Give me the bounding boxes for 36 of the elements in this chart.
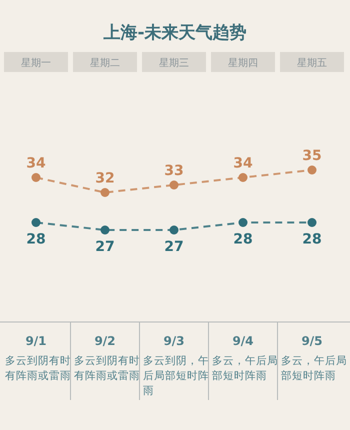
point [32,218,40,227]
point [32,173,40,182]
text: 多云到阴，午后局部短时阵雨 [143,355,209,397]
text: 星期四 [228,57,258,69]
data-label: 34 [233,156,253,172]
point [170,226,178,234]
data-label: 28 [233,232,253,248]
data-label: 34 [26,156,46,172]
point [238,173,248,182]
chart-title: 上海-未来天气趋势 [102,23,247,43]
point [100,226,110,234]
data-label: 35 [302,148,322,164]
text: 多云，午后局部短时阵雨 [212,354,278,382]
point [238,218,248,227]
x-tick-label: 9/2 [94,334,116,348]
data-label: 33 [164,163,184,179]
text: 多云，午后局部短时阵雨 [281,354,347,382]
point [100,188,110,197]
text: 多云到阴有时有阵雨或雷雨 [74,354,140,382]
data-label: 28 [26,232,46,248]
text: 星期五 [297,57,327,69]
point [170,180,178,190]
x-tick-label: 9/5 [301,334,323,348]
text: 星期二 [90,57,120,69]
point [308,218,316,227]
text: 星期一 [21,57,51,69]
data-label: 28 [302,232,322,248]
text: 星期三 [159,57,189,69]
text: 多云到阴有时有阵雨或雷雨 [5,354,71,382]
x-tick-label: 9/4 [232,334,254,348]
x-tick-label: 9/1 [25,334,47,348]
point [308,166,316,174]
data-label: 27 [95,239,115,255]
data-label: 27 [164,239,184,255]
x-tick-label: 9/3 [163,334,185,348]
data-label: 32 [95,170,115,186]
